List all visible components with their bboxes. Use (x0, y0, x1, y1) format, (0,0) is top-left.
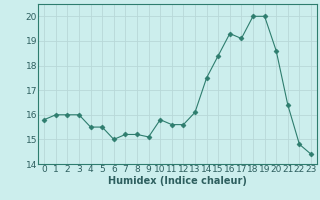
X-axis label: Humidex (Indice chaleur): Humidex (Indice chaleur) (108, 176, 247, 186)
